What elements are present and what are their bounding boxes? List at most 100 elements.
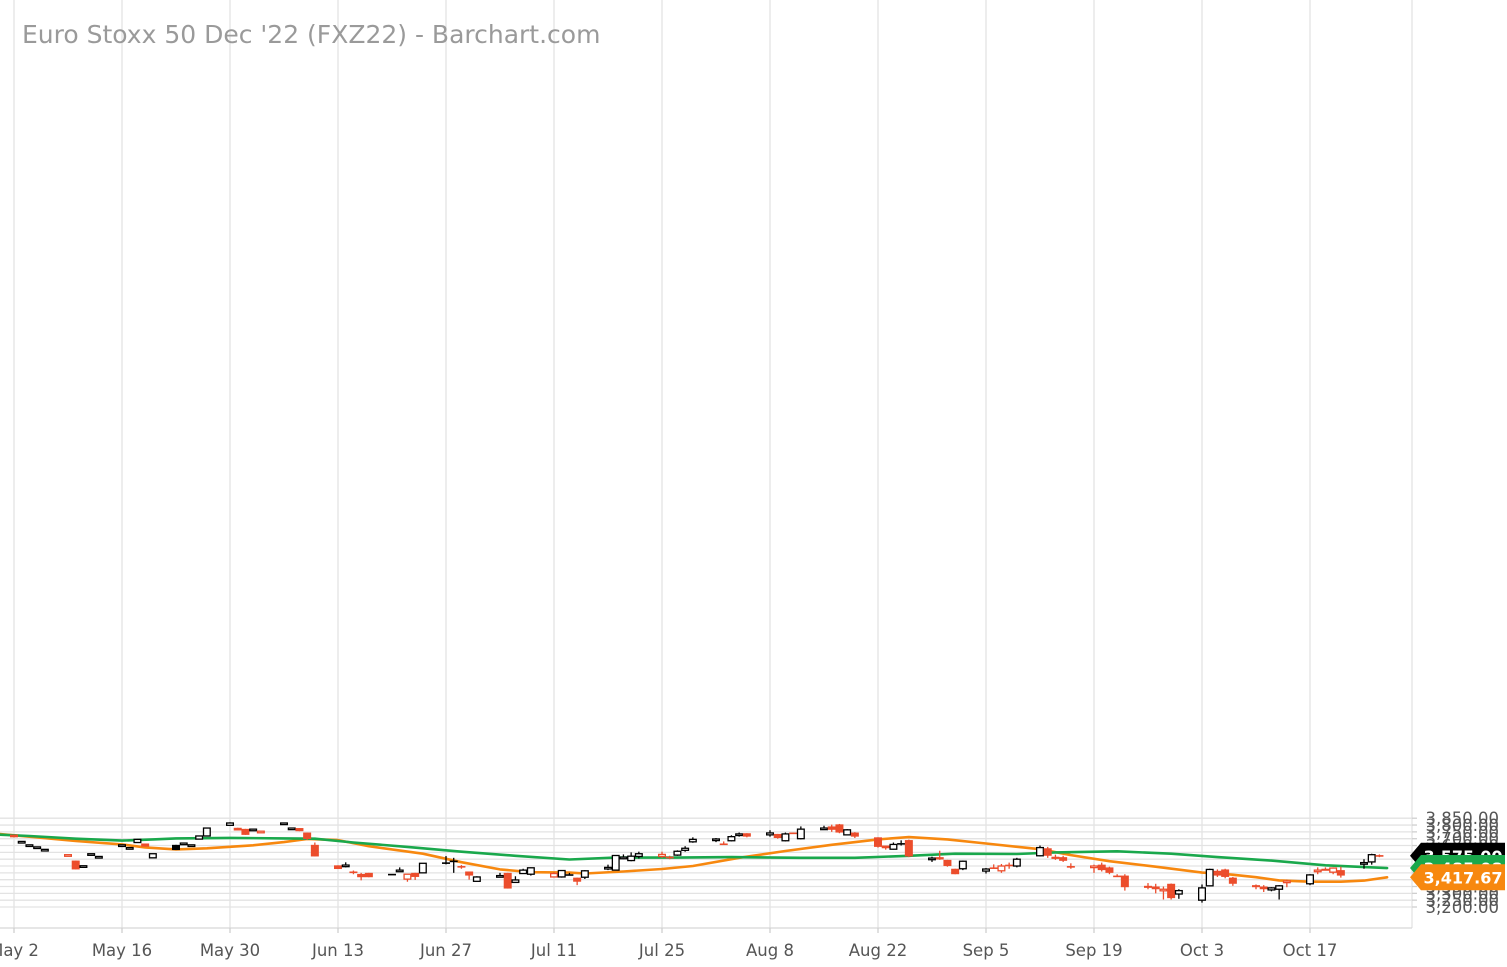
x-tick-label: Sep 5 bbox=[963, 941, 1010, 960]
candle bbox=[526, 867, 535, 876]
x-tick-label: Aug 8 bbox=[746, 941, 794, 960]
x-tick-label: Jul 11 bbox=[530, 941, 577, 960]
candle-body bbox=[928, 857, 937, 861]
candle bbox=[1090, 864, 1099, 873]
candle-body bbox=[958, 860, 967, 870]
x-tick-label: Jul 25 bbox=[638, 941, 685, 960]
candle-body bbox=[1059, 857, 1068, 861]
candle-body bbox=[835, 824, 844, 833]
candle-body bbox=[179, 842, 188, 846]
candle-body bbox=[982, 868, 991, 872]
candle bbox=[1159, 886, 1168, 900]
candle bbox=[495, 872, 504, 878]
candle bbox=[449, 857, 458, 873]
candle-body bbox=[71, 860, 80, 870]
candle bbox=[1151, 883, 1160, 894]
candle-body bbox=[951, 868, 960, 875]
candle-body bbox=[403, 873, 412, 880]
candle-body bbox=[1213, 870, 1222, 876]
candle bbox=[465, 871, 474, 880]
candle-body bbox=[1105, 867, 1114, 873]
candle-body bbox=[604, 866, 613, 870]
candle bbox=[411, 872, 420, 880]
candle-body bbox=[742, 833, 751, 837]
candle-body bbox=[781, 833, 790, 842]
candle-body bbox=[357, 873, 366, 878]
candle bbox=[1259, 885, 1268, 892]
candle-body bbox=[1228, 877, 1237, 884]
candle bbox=[64, 854, 73, 857]
candle-body bbox=[735, 833, 744, 837]
candle-body bbox=[256, 830, 265, 834]
candle-body bbox=[688, 838, 697, 843]
candle bbox=[395, 867, 404, 873]
candle bbox=[727, 835, 736, 842]
candle bbox=[71, 860, 80, 870]
candle-body bbox=[79, 865, 88, 868]
candle bbox=[334, 865, 342, 870]
candle bbox=[303, 832, 312, 841]
candle-body bbox=[557, 869, 566, 878]
candle-body bbox=[634, 853, 643, 858]
candle bbox=[94, 855, 103, 859]
candle-body bbox=[1036, 846, 1045, 857]
candle bbox=[997, 863, 1006, 873]
candle-body bbox=[897, 843, 906, 845]
candle bbox=[1113, 874, 1122, 878]
candle-body bbox=[1043, 848, 1052, 856]
candle bbox=[943, 859, 952, 867]
candle bbox=[611, 854, 620, 871]
candle-body bbox=[310, 844, 319, 857]
candle bbox=[881, 845, 890, 850]
candle bbox=[712, 838, 721, 843]
candle-body bbox=[349, 871, 358, 874]
candle-body bbox=[665, 856, 674, 859]
candle-body bbox=[580, 870, 589, 878]
candle bbox=[550, 872, 559, 878]
candle bbox=[287, 827, 296, 831]
candle bbox=[1375, 854, 1384, 858]
candle-body bbox=[719, 843, 728, 846]
candle bbox=[688, 837, 697, 843]
candle bbox=[295, 828, 304, 832]
candle bbox=[1144, 883, 1152, 890]
candle bbox=[79, 865, 88, 868]
candle-body bbox=[1205, 868, 1214, 887]
candle-body bbox=[187, 844, 196, 848]
candle bbox=[1267, 887, 1276, 892]
candle bbox=[1367, 853, 1376, 865]
x-tick-label: May 30 bbox=[200, 941, 260, 960]
candle-body bbox=[712, 838, 721, 842]
candle-body bbox=[472, 876, 481, 882]
candle-body bbox=[658, 853, 667, 858]
candle bbox=[1167, 883, 1176, 900]
candle-body bbox=[249, 828, 258, 832]
candle bbox=[604, 864, 613, 871]
candle-body bbox=[364, 872, 373, 878]
candle-body bbox=[225, 822, 234, 826]
candle-body bbox=[573, 877, 582, 882]
candle bbox=[634, 851, 643, 859]
candle bbox=[989, 864, 998, 869]
price-tag-label: 3,417.67 bbox=[1424, 868, 1503, 887]
candle bbox=[403, 873, 412, 882]
candle bbox=[850, 832, 859, 839]
candle bbox=[172, 844, 180, 851]
candle bbox=[1213, 869, 1222, 877]
candle-body bbox=[40, 848, 49, 852]
x-tick-label: May 16 bbox=[92, 941, 152, 960]
candle-body bbox=[550, 872, 559, 878]
candle-body bbox=[1221, 869, 1230, 877]
candle-body bbox=[989, 867, 998, 869]
candle bbox=[1221, 868, 1230, 879]
candle bbox=[249, 828, 258, 832]
candle bbox=[179, 842, 188, 846]
candle-body bbox=[727, 836, 736, 842]
price-tags: 3,575.003,485.083,417.67 bbox=[1410, 842, 1505, 891]
candle-body bbox=[1313, 869, 1322, 873]
candle bbox=[202, 827, 211, 837]
x-tick-label: Oct 17 bbox=[1283, 941, 1338, 960]
candle-body bbox=[935, 857, 944, 860]
candle bbox=[125, 846, 134, 850]
